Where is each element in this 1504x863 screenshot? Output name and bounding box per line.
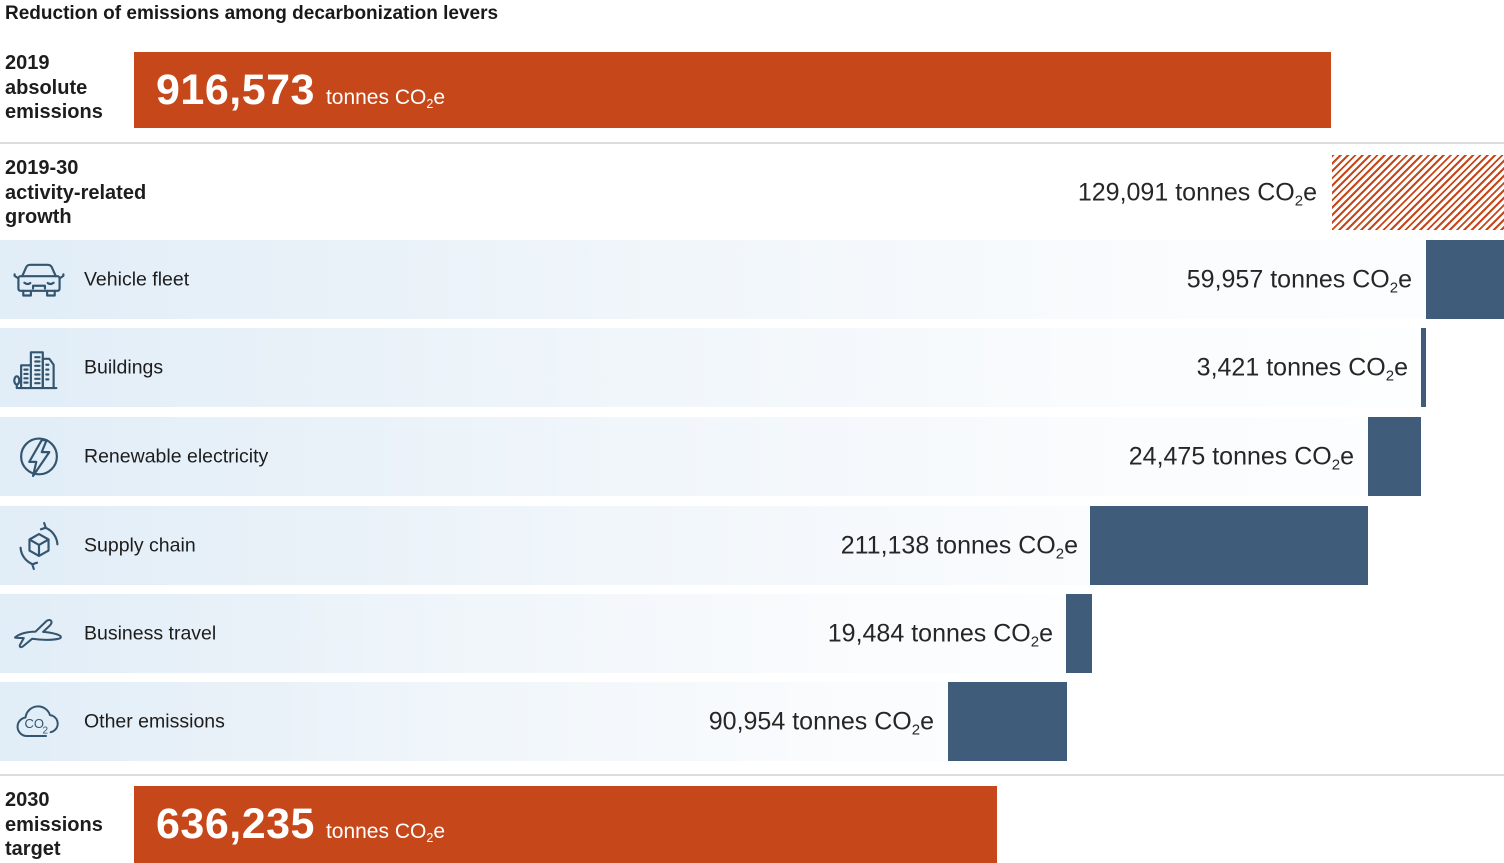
lever-label: Supply chain (84, 534, 196, 556)
lever-bar-business-travel (1066, 594, 1092, 673)
lever-row-renewable-electricity: Renewable electricity 24,475 tonnes CO2e (0, 417, 1504, 496)
lever-label: Other emissions (84, 710, 225, 732)
svg-text:CO: CO (25, 716, 45, 731)
lever-label: Business travel (84, 622, 217, 644)
lever-bar-other-emissions (948, 682, 1067, 761)
car-icon (12, 253, 66, 307)
label-line: activity-related (5, 181, 147, 204)
unit-label: tonnes CO2e (1270, 265, 1412, 296)
bar-activity-related-growth-hatched (1332, 155, 1504, 230)
buildings-icon (12, 341, 66, 395)
lever-label: Renewable electricity (84, 445, 269, 467)
lever-row-vehicle-fleet: Vehicle fleet 59,957 tonnes CO2e (0, 240, 1504, 319)
lever-bar-vehicle-fleet (1426, 240, 1504, 319)
unit-label: tonnes CO2e (1212, 442, 1354, 473)
unit-label: tonnes CO2e (936, 531, 1078, 562)
lever-bar-renewable-electricity (1368, 417, 1421, 496)
lever-value: 90,954 tonnes CO2e (708, 707, 934, 738)
unit-label: tonnes CO2e (792, 707, 934, 738)
label-line: absolute (5, 76, 88, 99)
lever-value: 19,484 tonnes CO2e (827, 619, 1053, 650)
growth-row: 129,091 tonnes CO2e (0, 155, 1504, 230)
lever-label: Buildings (84, 356, 164, 378)
lever-label: Vehicle fleet (84, 268, 190, 290)
bar-value: 636,235 (156, 800, 315, 848)
row-background (0, 594, 1092, 673)
label-line: 2030 (5, 789, 50, 811)
lightning-bolt-icon (12, 430, 66, 484)
row-label-activity-related-growth: 2019-30 activity-related growth (5, 156, 146, 230)
lever-value: 3,421 tonnes CO2e (1196, 353, 1408, 384)
lever-row-supply-chain: Supply chain 211,138 tonnes CO2e (0, 506, 1504, 585)
lever-bar-buildings (1421, 328, 1426, 407)
label-line: target (5, 838, 61, 860)
growth-value: 129,091 tonnes CO2e (1077, 178, 1317, 209)
section-divider (0, 142, 1504, 144)
row-background (0, 682, 1067, 761)
lever-value: 211,138 tonnes CO2e (840, 531, 1078, 562)
bar-2019-absolute-emissions: 916,573 tonnes CO2e (134, 52, 1331, 128)
lever-bar-supply-chain (1090, 506, 1368, 585)
bar-unit: tonnes CO2e (325, 85, 446, 111)
lever-value: 59,957 tonnes CO2e (1186, 265, 1412, 296)
section-divider (0, 774, 1504, 776)
row-background (0, 417, 1421, 496)
label-line: 2019 (5, 52, 50, 74)
unit-label: tonnes CO2e (1175, 178, 1317, 209)
unit-label: tonnes CO2e (1266, 353, 1408, 384)
label-line: growth (5, 206, 72, 228)
bar-value-group: 916,573 tonnes CO2e (156, 66, 445, 115)
unit-label: tonnes CO2e (911, 619, 1053, 650)
lever-value: 24,475 tonnes CO2e (1128, 442, 1354, 473)
svg-text:2: 2 (43, 725, 49, 736)
label-line: emissions (5, 813, 103, 836)
lever-row-business-travel: Business travel 19,484 tonnes CO2e (0, 594, 1504, 673)
bar-2030-emissions-target: 636,235 tonnes CO2e (134, 786, 997, 863)
airplane-icon (12, 607, 66, 661)
label-line: 2019-30 (5, 157, 79, 179)
supply-cycle-cube-icon (12, 519, 66, 573)
lever-row-other-emissions: CO 2 Other emissions 90,954 tonnes CO2e (0, 682, 1504, 761)
row-background (0, 240, 1504, 319)
row-background (0, 328, 1426, 407)
chart-title: Reduction of emissions among decarboniza… (5, 3, 499, 24)
row-label-2030-emissions-target: 2030 emissions target (5, 788, 103, 862)
bar-value-group: 636,235 tonnes CO2e (156, 800, 445, 849)
lever-row-buildings: Buildings 3,421 tonnes CO2e (0, 328, 1504, 407)
bar-unit: tonnes CO2e (325, 820, 446, 846)
co2-cloud-icon: CO 2 (12, 695, 66, 749)
bar-value: 916,573 (156, 65, 315, 114)
row-label-2019-absolute-emissions: 2019 absolute emissions (5, 51, 103, 125)
label-line: emissions (5, 101, 103, 123)
